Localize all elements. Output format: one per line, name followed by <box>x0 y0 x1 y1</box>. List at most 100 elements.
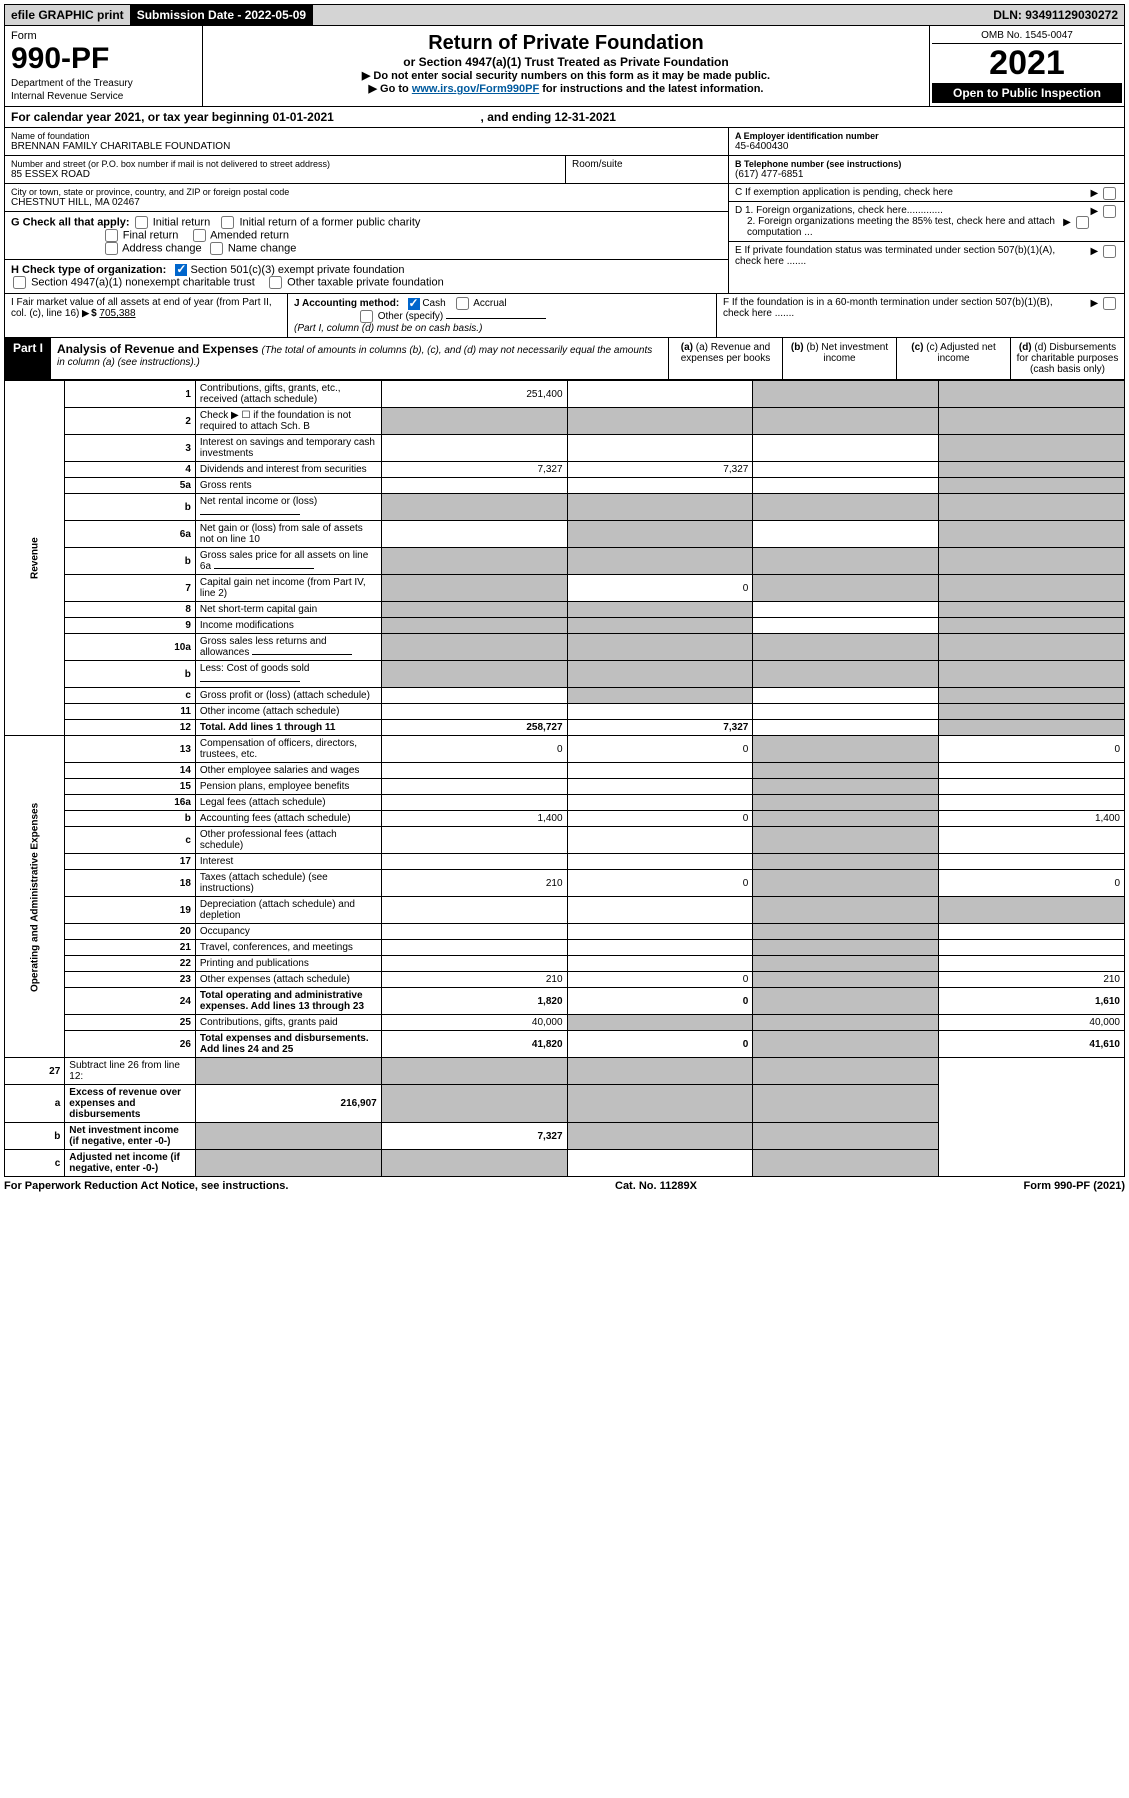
line-desc: Dividends and interest from securities <box>195 462 381 478</box>
dept-irs: Internal Revenue Service <box>11 91 196 102</box>
main-table: Revenue 1 Contributions, gifts, grants, … <box>4 380 1125 1177</box>
g-initial-return[interactable] <box>135 216 148 229</box>
instr-link[interactable]: www.irs.gov/Form990PF <box>412 83 539 95</box>
table-row: 6a Net gain or (loss) from sale of asset… <box>5 521 1125 548</box>
line-desc: Capital gain net income (from Part IV, l… <box>195 575 381 602</box>
e-checkbox[interactable] <box>1103 245 1116 258</box>
table-row: b Gross sales price for all assets on li… <box>5 548 1125 575</box>
cy-mid: , and ending <box>481 110 555 124</box>
form-label: Form <box>11 30 196 42</box>
line-desc: Legal fees (attach schedule) <box>195 795 381 811</box>
line-num: 20 <box>65 924 196 940</box>
g-initial-former[interactable] <box>221 216 234 229</box>
city-value: CHESTNUT HILL, MA 02467 <box>11 197 722 208</box>
top-bar: efile GRAPHIC print Submission Date - 20… <box>4 4 1125 26</box>
part1-title: Analysis of Revenue and Expenses <box>57 342 258 356</box>
table-row: b Net investment income (if negative, en… <box>5 1123 1125 1150</box>
instr-pre: ▶ Go to <box>369 83 412 95</box>
line-num: 26 <box>65 1031 196 1058</box>
d2-checkbox[interactable] <box>1076 216 1089 229</box>
table-row: 24 Total operating and administrative ex… <box>5 988 1125 1015</box>
line-num: 5a <box>65 478 196 494</box>
line-num: 27 <box>5 1058 65 1085</box>
line-num: 25 <box>65 1015 196 1031</box>
c-text: C If exemption application is pending, c… <box>735 187 953 198</box>
j-accrual: Accrual <box>473 298 506 309</box>
line-num: 1 <box>65 381 196 408</box>
table-row: 9 Income modifications <box>5 618 1125 634</box>
part1-header-row: Part I Analysis of Revenue and Expenses … <box>4 338 1125 380</box>
ein-value: 45-6400430 <box>735 141 1118 152</box>
line-num: 17 <box>65 854 196 870</box>
g-amended[interactable] <box>193 229 206 242</box>
revenue-side-label: Revenue <box>5 381 65 736</box>
tel-cell: B Telephone number (see instructions) (6… <box>729 156 1124 184</box>
table-row: 5a Gross rents <box>5 478 1125 494</box>
line-desc: Travel, conferences, and meetings <box>195 940 381 956</box>
line-num: 21 <box>65 940 196 956</box>
table-row: 25 Contributions, gifts, grants paid 40,… <box>5 1015 1125 1031</box>
f-text: F If the foundation is in a 60-month ter… <box>723 297 1053 319</box>
h-label: H Check type of organization: <box>11 264 166 276</box>
line-desc: Gross rents <box>195 478 381 494</box>
i-value: 705,388 <box>99 308 135 319</box>
d1-text: D 1. Foreign organizations, check here..… <box>735 205 943 216</box>
d1-checkbox[interactable] <box>1103 205 1116 218</box>
table-row: 22 Printing and publications <box>5 956 1125 972</box>
c-checkbox[interactable] <box>1103 187 1116 200</box>
g-final-return[interactable] <box>105 229 118 242</box>
h-opt3: Other taxable private foundation <box>287 277 444 289</box>
line-desc: Occupancy <box>195 924 381 940</box>
table-row: c Other professional fees (attach schedu… <box>5 827 1125 854</box>
calendar-year-row: For calendar year 2021, or tax year begi… <box>4 107 1125 128</box>
dept-treasury: Department of the Treasury <box>11 78 196 89</box>
line-num: 15 <box>65 779 196 795</box>
line-desc: Total. Add lines 1 through 11 <box>195 720 381 736</box>
f-cell: F If the foundation is in a 60-month ter… <box>717 294 1124 337</box>
addr-label: Number and street (or P.O. box number if… <box>11 159 559 169</box>
line-num: b <box>65 811 196 827</box>
table-row: 21 Travel, conferences, and meetings <box>5 940 1125 956</box>
line-num: 9 <box>65 618 196 634</box>
line-desc: Excess of revenue over expenses and disb… <box>65 1085 196 1123</box>
i-label: I Fair market value of all assets at end… <box>11 297 272 319</box>
line-num: 14 <box>65 763 196 779</box>
j-label: J Accounting method: <box>294 298 399 309</box>
table-row: b Less: Cost of goods sold <box>5 661 1125 688</box>
line-num: b <box>65 548 196 575</box>
table-row: 27 Subtract line 26 from line 12: <box>5 1058 1125 1085</box>
g-name-change[interactable] <box>210 242 223 255</box>
table-row: 10a Gross sales less returns and allowan… <box>5 634 1125 661</box>
g-opt3: Amended return <box>210 229 289 241</box>
instr-link-row: ▶ Go to www.irs.gov/Form990PF for instru… <box>209 82 923 95</box>
line-desc: Subtract line 26 from line 12: <box>65 1058 196 1085</box>
table-row: c Adjusted net income (if negative, ente… <box>5 1150 1125 1177</box>
g-opt4: Address change <box>122 242 202 254</box>
h-other[interactable] <box>269 276 282 289</box>
table-row: 11 Other income (attach schedule) <box>5 704 1125 720</box>
line-desc: Printing and publications <box>195 956 381 972</box>
line-num: 2 <box>65 408 196 435</box>
e-cell: E If private foundation status was termi… <box>729 242 1124 270</box>
line-desc: Net investment income (if negative, ente… <box>65 1123 196 1150</box>
f-checkbox[interactable] <box>1103 297 1116 310</box>
footer-right: Form 990-PF (2021) <box>1024 1180 1126 1192</box>
table-row: Operating and Administrative Expenses 13… <box>5 736 1125 763</box>
line-desc: Contributions, gifts, grants paid <box>195 1015 381 1031</box>
info-right: A Employer identification number 45-6400… <box>728 128 1124 293</box>
j-accrual-checkbox[interactable] <box>456 297 469 310</box>
j-cell: J Accounting method: Cash Accrual Other … <box>288 294 717 337</box>
line-desc: Contributions, gifts, grants, etc., rece… <box>195 381 381 408</box>
line-num: c <box>5 1150 65 1177</box>
h-4947[interactable] <box>13 276 26 289</box>
line-desc: Net short-term capital gain <box>195 602 381 618</box>
g-address-change[interactable] <box>105 242 118 255</box>
line-num: 10a <box>65 634 196 661</box>
i-cell: I Fair market value of all assets at end… <box>5 294 288 337</box>
d-cell: D 1. Foreign organizations, check here..… <box>729 202 1124 242</box>
j-other-checkbox[interactable] <box>360 310 373 323</box>
table-row: 12 Total. Add lines 1 through 11 258,727… <box>5 720 1125 736</box>
table-row: 15 Pension plans, employee benefits <box>5 779 1125 795</box>
instr-ssn: ▶ Do not enter social security numbers o… <box>209 69 923 82</box>
line-num: c <box>65 827 196 854</box>
